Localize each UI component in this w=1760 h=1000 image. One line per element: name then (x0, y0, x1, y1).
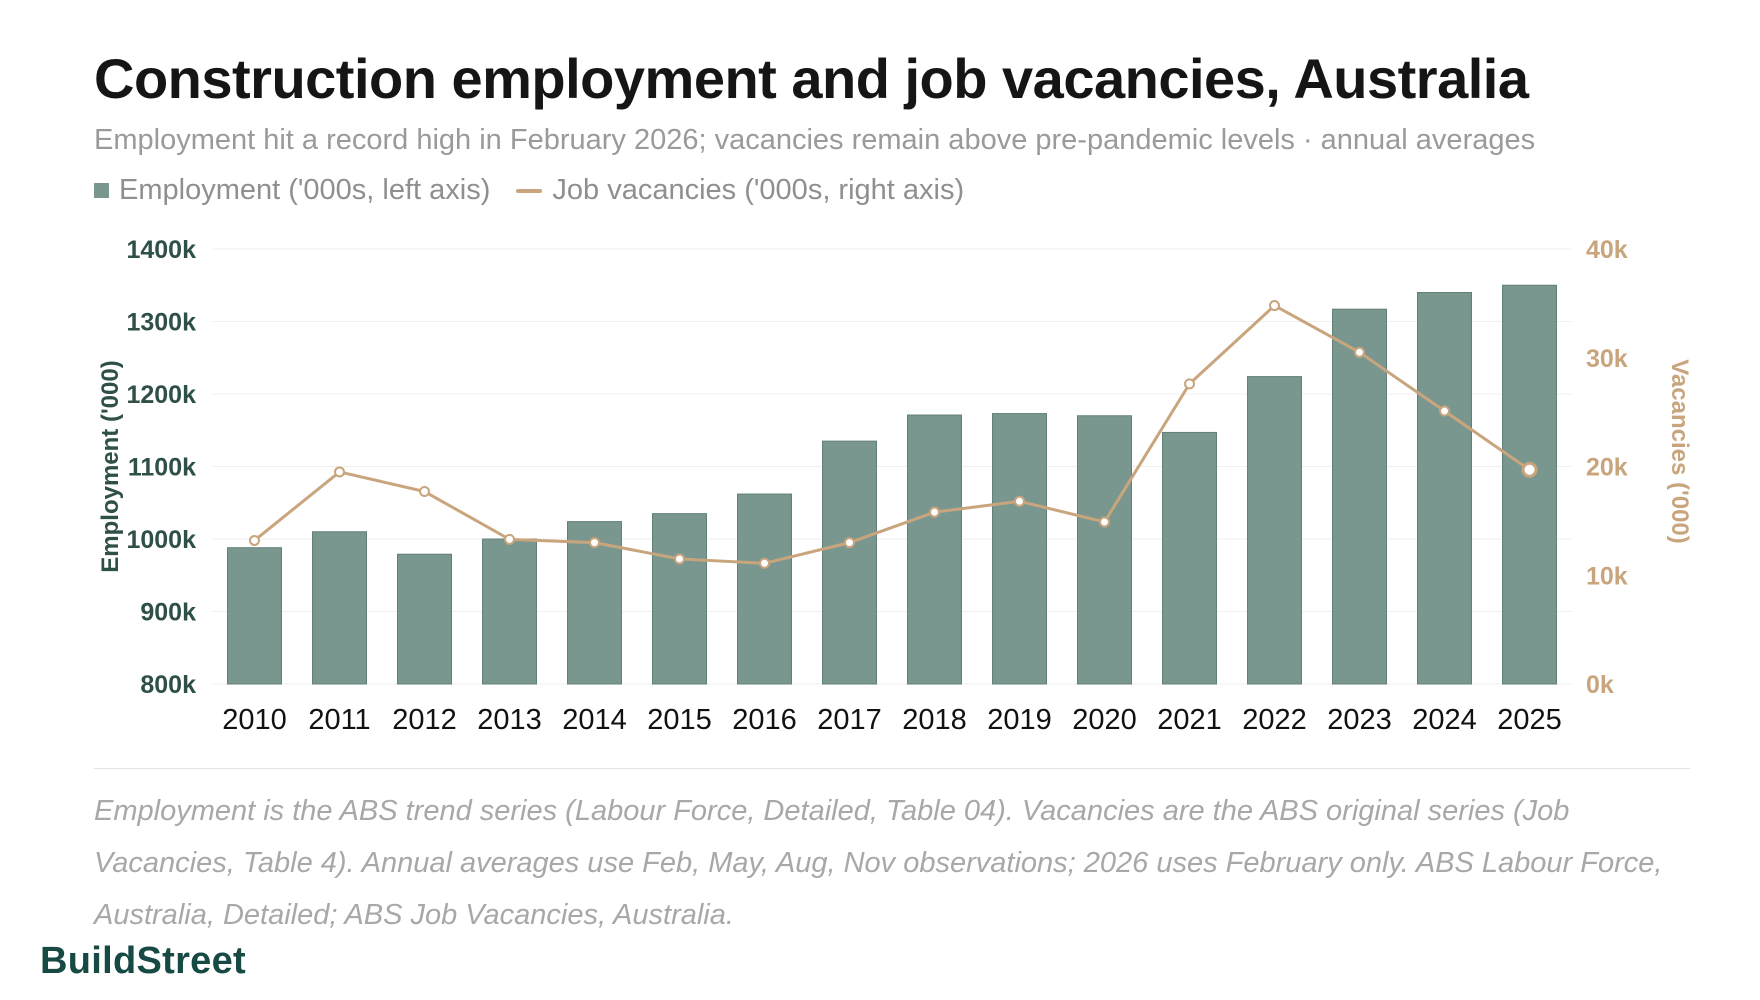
left-tick-label: 900k (140, 599, 196, 627)
left-tick-label: 1400k (126, 236, 196, 264)
vacancies-point (1184, 378, 1195, 390)
legend-label-vacancies: Job vacancies ('000s, right axis) (552, 174, 965, 206)
x-tick-label: 2016 (732, 704, 797, 736)
left-tick-label: 1200k (126, 381, 196, 409)
employment-bar (1247, 376, 1302, 685)
left-tick-label: 1100k (128, 454, 196, 482)
vacancies-point (1439, 405, 1450, 417)
employment-bar (907, 414, 962, 685)
chart-area: 800k 900k 1000k 1100k 1200k 1300k 1400k 0k 10k 20… (97, 236, 1693, 736)
employment-bar (1162, 431, 1217, 685)
chart-subtitle: Employment hit a record high in February… (94, 124, 1536, 156)
vacancies-point (1099, 516, 1110, 528)
x-tick-label: 2023 (1327, 704, 1392, 736)
employment-bar (567, 521, 622, 685)
legend-swatch-employment (94, 183, 109, 198)
vacancies-point (504, 533, 515, 545)
vacancies-point (589, 537, 600, 549)
right-tick-label: 10k (1586, 562, 1628, 590)
x-tick-label: 2015 (647, 704, 712, 736)
x-tick-label: 2021 (1157, 704, 1222, 736)
source-note: Employment is the ABS trend series (Labo… (94, 795, 1663, 931)
x-tick-label: 2017 (817, 704, 882, 736)
employment-bar (822, 440, 877, 685)
employment-bar (737, 493, 792, 685)
right-tick-label: 30k (1586, 345, 1628, 373)
vacancies-point (759, 557, 770, 569)
legend-swatch-vacancies (516, 188, 543, 193)
x-tick-label: 2025 (1497, 704, 1562, 736)
vacancies-point (1014, 495, 1025, 507)
x-tick-label: 2012 (392, 704, 457, 736)
x-tick-label: 2019 (987, 704, 1052, 736)
vacancies-point (419, 486, 430, 498)
right-tick-label: 0k (1586, 671, 1614, 699)
footer-divider (94, 768, 1690, 769)
x-tick-label: 2010 (222, 704, 287, 736)
vacancies-line (249, 300, 1538, 569)
brand-logo: BuildStreet (40, 940, 246, 982)
x-tick-label: 2018 (902, 704, 967, 736)
employment-bar (992, 413, 1047, 685)
x-tick-label: 2014 (562, 704, 627, 736)
vacancies-point (674, 553, 685, 565)
left-tick-label: 800k (140, 671, 196, 699)
employment-bar (1502, 284, 1557, 685)
employment-bar (227, 547, 282, 685)
x-tick-label: 2022 (1242, 704, 1307, 736)
chart-title: Construction employment and job vacancie… (94, 47, 1529, 110)
vacancies-point (1354, 346, 1365, 358)
employment-bar (1417, 292, 1472, 685)
right-tick-label: 40k (1586, 236, 1628, 264)
legend-label-employment: Employment ('000s, left axis) (119, 174, 491, 206)
vacancies-point (929, 506, 940, 518)
vacancies-point (1521, 461, 1538, 478)
vacancies-point (1269, 300, 1280, 312)
employment-bar (397, 553, 452, 685)
vacancies-point (249, 534, 260, 546)
right-tick-label: 20k (1586, 454, 1628, 482)
legend: Employment ('000s, left axis) Job vacanc… (94, 174, 990, 207)
employment-bar (1332, 308, 1387, 685)
vacancies-point (844, 537, 855, 549)
right-axis-title: Vacancies ('000) (1666, 359, 1693, 544)
left-axis-title: Employment ('000) (97, 360, 124, 572)
x-tick-label: 2013 (477, 704, 542, 736)
employment-bar (312, 531, 367, 685)
employment-bar (652, 513, 707, 685)
employment-bars (227, 284, 1557, 685)
axes: 800k 900k 1000k 1100k 1200k 1300k 1400k 0k 10k 20… (97, 236, 1693, 736)
legend-item-employment: Employment ('000s, left axis) (94, 174, 490, 207)
vacancies-series-line (253, 304, 1531, 565)
legend-item-vacancies: Job vacancies ('000s, right axis) (516, 174, 964, 207)
employment-bar (1077, 415, 1132, 685)
employment-bar (482, 538, 537, 685)
x-tick-label: 2011 (308, 704, 370, 736)
vacancies-point (334, 466, 345, 478)
x-tick-label: 2024 (1412, 704, 1477, 736)
x-tick-label: 2020 (1072, 704, 1137, 736)
left-tick-label: 1000k (126, 526, 196, 554)
left-tick-label: 1300k (126, 309, 196, 337)
